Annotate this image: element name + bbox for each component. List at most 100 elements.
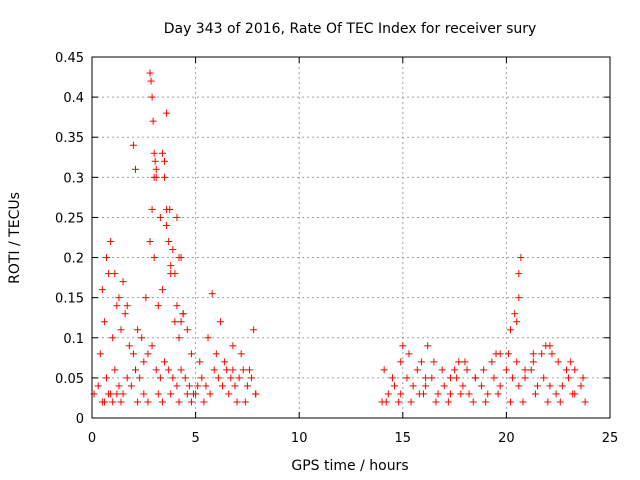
data-point <box>163 109 171 117</box>
data-point <box>98 286 106 294</box>
data-point <box>540 374 548 382</box>
data-point <box>430 358 438 366</box>
data-point <box>165 238 173 246</box>
data-point <box>148 205 156 213</box>
x-tick-label: 25 <box>602 431 619 446</box>
data-point <box>504 350 512 358</box>
data-point <box>111 270 119 278</box>
data-point <box>432 398 440 406</box>
data-point <box>507 398 515 406</box>
data-point <box>571 366 579 374</box>
y-tick-label: 0.4 <box>63 91 84 106</box>
data-point <box>158 149 166 157</box>
data-point <box>471 374 479 382</box>
data-point <box>243 382 251 390</box>
data-point <box>428 374 436 382</box>
data-point <box>163 221 171 229</box>
data-point <box>107 238 115 246</box>
data-point <box>399 342 407 350</box>
data-point <box>121 310 129 318</box>
data-point <box>109 398 117 406</box>
y-tick-label: 0.45 <box>55 51 84 66</box>
x-tick-label: 0 <box>88 431 96 446</box>
data-point <box>132 366 140 374</box>
data-point <box>397 358 405 366</box>
data-point <box>380 366 388 374</box>
data-point <box>577 382 585 390</box>
data-point <box>147 77 155 85</box>
y-tick-label: 0.2 <box>63 252 84 267</box>
data-point <box>115 294 123 302</box>
data-point <box>206 390 214 398</box>
data-point <box>171 318 179 326</box>
data-point <box>446 374 454 382</box>
data-point <box>181 374 189 382</box>
data-point <box>515 270 523 278</box>
data-point <box>513 318 521 326</box>
data-point <box>142 294 150 302</box>
data-point <box>552 390 560 398</box>
y-axis-label: ROTI / TECUs <box>7 192 23 284</box>
data-point <box>183 390 191 398</box>
data-point <box>169 246 177 254</box>
data-point <box>478 382 486 390</box>
data-point <box>173 382 181 390</box>
data-point <box>219 382 227 390</box>
data-point <box>223 366 231 374</box>
data-point <box>237 350 245 358</box>
data-point <box>384 390 392 398</box>
data-point <box>446 390 454 398</box>
x-axis-label: GPS time / hours <box>291 458 408 474</box>
data-point <box>140 358 148 366</box>
data-point <box>127 382 135 390</box>
grid-lines <box>92 57 610 418</box>
data-point <box>250 326 258 334</box>
data-point <box>171 270 179 278</box>
data-point <box>544 398 552 406</box>
data-point <box>521 366 529 374</box>
data-point <box>241 398 249 406</box>
data-point <box>166 205 174 213</box>
data-point <box>152 173 160 181</box>
data-point <box>167 390 175 398</box>
data-point <box>455 358 463 366</box>
data-point <box>463 366 471 374</box>
data-point <box>202 382 210 390</box>
data-point <box>529 350 537 358</box>
data-point <box>123 374 131 382</box>
x-tick-label: 15 <box>395 431 412 446</box>
data-point <box>567 358 575 366</box>
data-point <box>407 398 415 406</box>
data-point <box>221 358 229 366</box>
data-point <box>490 374 498 382</box>
axis-ticks: 0 5 10 15 20 25 0 0.05 0.1 0.15 0.2 0.25 0.3 0.35 0.4 0… <box>55 51 618 446</box>
data-point <box>465 390 473 398</box>
data-point <box>173 302 181 310</box>
data-point <box>192 390 200 398</box>
data-point <box>151 157 159 165</box>
data-point <box>403 374 411 382</box>
data-point <box>252 390 260 398</box>
data-point <box>413 366 421 374</box>
y-tick-label: 0 <box>76 412 84 427</box>
plot-frame <box>91 56 611 419</box>
data-point <box>405 350 413 358</box>
data-point <box>484 390 492 398</box>
data-point <box>494 390 502 398</box>
data-point <box>515 294 523 302</box>
data-point <box>129 350 137 358</box>
data-point <box>420 390 428 398</box>
data-point <box>457 390 465 398</box>
data-points <box>90 69 589 406</box>
data-point <box>469 398 477 406</box>
data-point <box>235 374 243 382</box>
data-point <box>103 374 111 382</box>
x-tick-label: 10 <box>291 431 308 446</box>
data-point <box>459 382 467 390</box>
data-point <box>179 310 187 318</box>
data-point <box>158 286 166 294</box>
y-tick-label: 0.3 <box>63 171 84 186</box>
data-point <box>134 398 142 406</box>
data-point <box>148 342 156 350</box>
data-point <box>513 358 521 366</box>
